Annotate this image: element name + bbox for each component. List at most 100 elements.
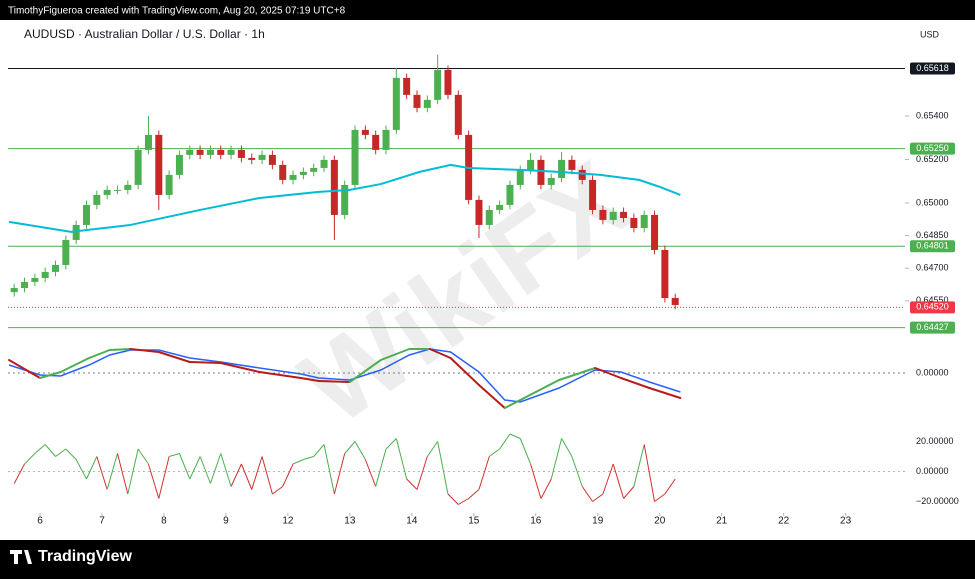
y-tick-label: 0.64550 — [916, 295, 949, 305]
y-tick-label: 0.65200 — [916, 154, 949, 164]
moving-average — [8, 163, 681, 233]
candle-body — [351, 129, 359, 185]
candle-body — [72, 224, 80, 240]
macd-segment — [258, 371, 302, 379]
macd-segment — [477, 384, 506, 409]
oscillator-segment — [354, 441, 366, 460]
oscillator-segment — [654, 493, 666, 502]
candle-body — [113, 189, 121, 191]
oscillator-segment — [261, 456, 273, 495]
macd-segment — [88, 349, 111, 359]
candle-body — [558, 159, 566, 178]
oscillator-segment — [189, 456, 201, 480]
candle-body — [62, 239, 70, 265]
candle-body — [661, 249, 669, 299]
currency: USD — [920, 29, 940, 39]
oscillator-segment — [147, 463, 160, 499]
candle-body — [434, 69, 442, 100]
oscillator-segment — [65, 448, 77, 460]
candle-body — [248, 157, 256, 160]
candle-body — [258, 154, 266, 160]
candle-body — [547, 177, 555, 185]
candle-body — [279, 164, 287, 180]
oscillator-segment — [499, 433, 511, 450]
oscillator-segment — [127, 448, 139, 495]
oscillator-segment — [230, 463, 242, 487]
macd-segment — [648, 387, 682, 399]
oscillator-segment — [406, 478, 418, 490]
candle-body — [392, 77, 400, 130]
candle-body — [289, 174, 297, 180]
oscillator-segment — [333, 453, 346, 495]
oscillator-segment — [375, 448, 387, 487]
macd-segment — [8, 359, 42, 379]
oscillator-segment — [158, 456, 170, 499]
macd-segment — [503, 399, 522, 409]
candle-body — [196, 149, 204, 155]
candle-body — [186, 149, 194, 155]
x-tick-label: 23 — [840, 516, 852, 527]
candle-body — [31, 278, 39, 282]
footer-brand: TradingView — [38, 548, 133, 565]
oscillator-segment — [488, 448, 500, 457]
candle-body — [341, 184, 349, 215]
candle-body — [537, 159, 545, 185]
candle-body — [134, 149, 142, 185]
oscillator-segment — [34, 444, 46, 454]
candle-body — [382, 129, 390, 150]
oscillator-segment — [561, 438, 573, 457]
oscillator-segment — [426, 441, 439, 457]
x-tick-label: 8 — [161, 516, 167, 527]
oscillator-segment — [447, 493, 459, 505]
candle-body — [527, 159, 535, 170]
oscillator-tick-label: 0.00000 — [916, 466, 949, 476]
level-label-box — [910, 240, 955, 253]
oscillator-segment — [602, 463, 614, 495]
candle-body — [403, 77, 411, 95]
x-tick-label: 15 — [468, 516, 480, 527]
oscillator-segment — [75, 459, 87, 480]
oscillator-segment — [292, 459, 304, 465]
level-label-box — [910, 62, 955, 75]
macd-segment — [594, 367, 622, 379]
candle-body — [599, 209, 607, 220]
candle-body — [671, 298, 679, 305]
oscillator-segment — [633, 444, 645, 487]
x-tick-label: 7 — [99, 516, 105, 527]
oscillator-segment — [44, 444, 56, 457]
candle-body — [206, 149, 214, 155]
candle-body — [444, 69, 452, 95]
oscillator-segment — [364, 459, 377, 487]
macd-segment — [59, 357, 91, 373]
oscillator-segment — [272, 486, 284, 495]
oscillator-segment — [592, 493, 604, 502]
x-tick-label: 21 — [716, 516, 728, 527]
macd-segment — [39, 371, 62, 379]
y-tick-label: 0.64850 — [916, 230, 949, 240]
oscillator-segment — [323, 444, 335, 495]
oscillator-segment — [550, 438, 563, 480]
oscillator-segment — [385, 438, 397, 450]
oscillator-segment — [509, 433, 521, 439]
oscillator-segment — [209, 453, 222, 484]
candle-body — [568, 159, 576, 170]
candle-body — [372, 134, 380, 150]
oscillator-segment — [55, 448, 67, 457]
oscillator-segment — [220, 453, 232, 487]
macd-segment — [299, 377, 320, 382]
oscillator-segment — [282, 463, 294, 487]
candle-body — [516, 169, 524, 185]
candle-body — [144, 134, 152, 150]
candle-body — [21, 281, 29, 289]
candle-body — [299, 171, 307, 175]
oscillator-segment — [240, 463, 253, 490]
chart-title: AUDUSD · Australian Dollar / U.S. Dollar… — [24, 27, 265, 41]
candle-body — [454, 94, 462, 135]
macd-segment — [129, 348, 160, 353]
macd-segment — [428, 348, 452, 359]
oscillator-segment — [116, 453, 129, 495]
macd-segment — [108, 348, 132, 351]
x-tick-label: 16 — [530, 516, 542, 527]
macd-segment — [449, 357, 480, 386]
macd-segment — [317, 380, 351, 383]
